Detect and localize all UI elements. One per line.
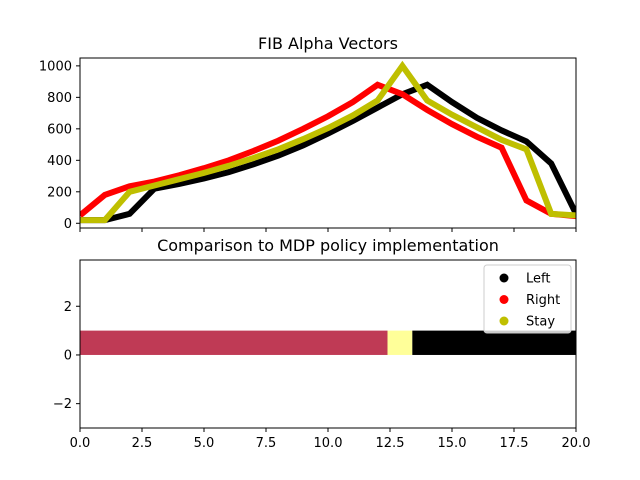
y-tick-label: 2: [64, 300, 72, 315]
x-tick-label: 0.0: [70, 436, 91, 451]
x-tick-label: 15.0: [438, 436, 467, 451]
y-tick-label: 600: [47, 122, 72, 137]
y-tick-label: 400: [47, 154, 72, 169]
legend-marker: [499, 316, 509, 326]
series-line-1: [80, 81, 576, 220]
y-tick-label: 0: [64, 348, 72, 363]
mdp-comparison-chart: Comparison to MDP policy implementation …: [53, 236, 591, 451]
x-tick-label: 2.5: [132, 436, 153, 451]
x-tick-label: 12.5: [376, 436, 405, 451]
legend-marker: [499, 295, 509, 304]
x-tick-label: 5.0: [194, 436, 215, 451]
alpha-vectors-plot-area: 0 200 400 600 800 1000: [39, 57, 577, 232]
y-tick-label: 1000: [39, 59, 72, 74]
y-tick-label: 0: [64, 217, 72, 232]
legend-label: Left: [526, 272, 550, 287]
x-tick-label: 7.5: [256, 436, 277, 451]
policy-segment-0: [80, 330, 388, 355]
y-tick-label: 800: [47, 91, 72, 106]
policy-segment-1: [387, 330, 413, 355]
legend-label: Stay: [526, 315, 555, 330]
policy-segment-2: [412, 330, 576, 355]
series-lines: [80, 60, 576, 224]
y-tick-label: 200: [47, 185, 72, 200]
x-tick-label: 10.0: [314, 436, 343, 451]
legend-label: Right: [526, 293, 560, 308]
y-tick-label: −2: [53, 397, 72, 412]
series-line-0: [80, 81, 576, 224]
legend: Left Right Stay: [483, 264, 572, 334]
alpha-vectors-title: FIB Alpha Vectors: [258, 34, 398, 53]
x-tick-label: 20.0: [562, 436, 591, 451]
mdp-comparison-title: Comparison to MDP policy implementation: [157, 236, 499, 255]
x-tick-label: 17.5: [500, 436, 529, 451]
legend-marker: [499, 273, 509, 283]
series-line-2: [80, 60, 576, 224]
alpha-vectors-chart: FIB Alpha Vectors 0 200 400 600 800 1000: [39, 34, 577, 232]
